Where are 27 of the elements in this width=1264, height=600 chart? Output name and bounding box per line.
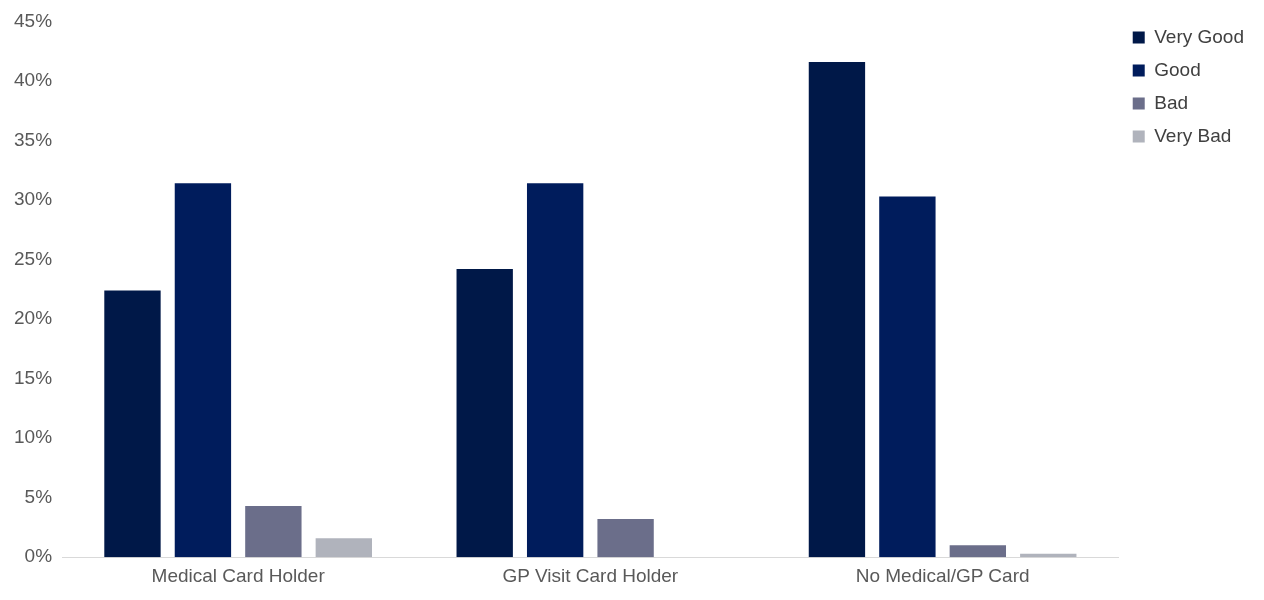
bar — [315, 538, 372, 558]
legend-label: Very Bad — [1154, 124, 1232, 146]
y-tick-label: 40% — [14, 69, 53, 91]
bar — [245, 506, 302, 558]
y-tick-label: 0% — [24, 545, 53, 567]
legend-label: Good — [1154, 58, 1201, 80]
bar — [526, 183, 584, 558]
legend-label: Bad — [1154, 91, 1189, 113]
y-tick-label: 10% — [14, 426, 53, 448]
y-tick-label: 25% — [14, 247, 53, 269]
y-tick-label: 30% — [14, 188, 53, 210]
x-tick-label: GP Visit Card Holder — [502, 564, 679, 586]
bar — [104, 290, 161, 558]
bar — [597, 519, 654, 558]
legend-label: Very Good — [1154, 25, 1244, 47]
x-tick-label: No Medical/GP Card — [855, 564, 1030, 586]
bar — [456, 269, 513, 558]
bar — [949, 545, 1007, 558]
y-tick-label: 35% — [14, 128, 53, 150]
bar — [174, 183, 232, 558]
y-tick-label: 20% — [14, 307, 53, 329]
x-tick-label: Medical Card Holder — [151, 564, 326, 586]
y-tick-label: 45% — [14, 9, 53, 31]
y-tick-label: 5% — [24, 485, 53, 507]
y-tick-label: 15% — [14, 366, 53, 388]
bar — [879, 196, 936, 558]
bar — [808, 61, 866, 558]
